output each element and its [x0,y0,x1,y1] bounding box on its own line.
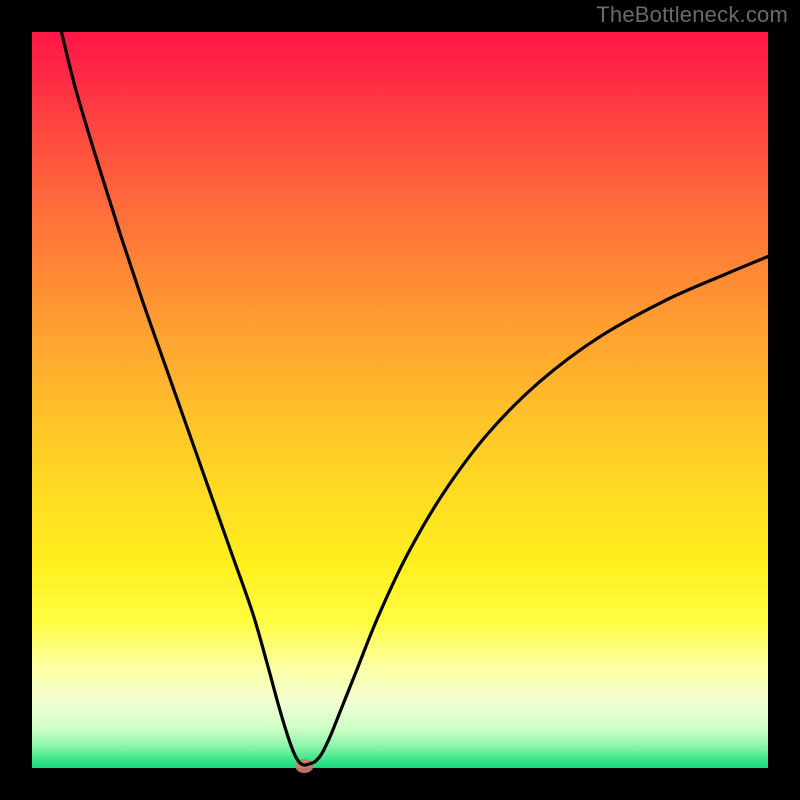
bottleneck-chart [0,0,800,800]
chart-plot-bg [32,32,768,768]
chart-container: TheBottleneck.com [0,0,800,800]
